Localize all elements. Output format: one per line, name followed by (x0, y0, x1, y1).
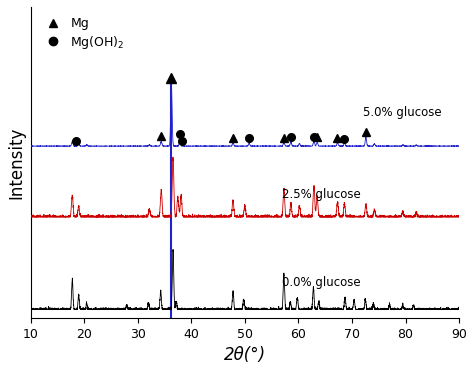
Legend: Mg, Mg(OH)$_2$: Mg, Mg(OH)$_2$ (37, 13, 129, 55)
Text: 2.5% glucose: 2.5% glucose (283, 188, 361, 201)
Text: 0.0% glucose: 0.0% glucose (283, 276, 361, 289)
X-axis label: 2θ(°): 2θ(°) (224, 346, 266, 364)
Text: 5.0% glucose: 5.0% glucose (363, 106, 441, 119)
Y-axis label: Intensity: Intensity (7, 126, 25, 198)
